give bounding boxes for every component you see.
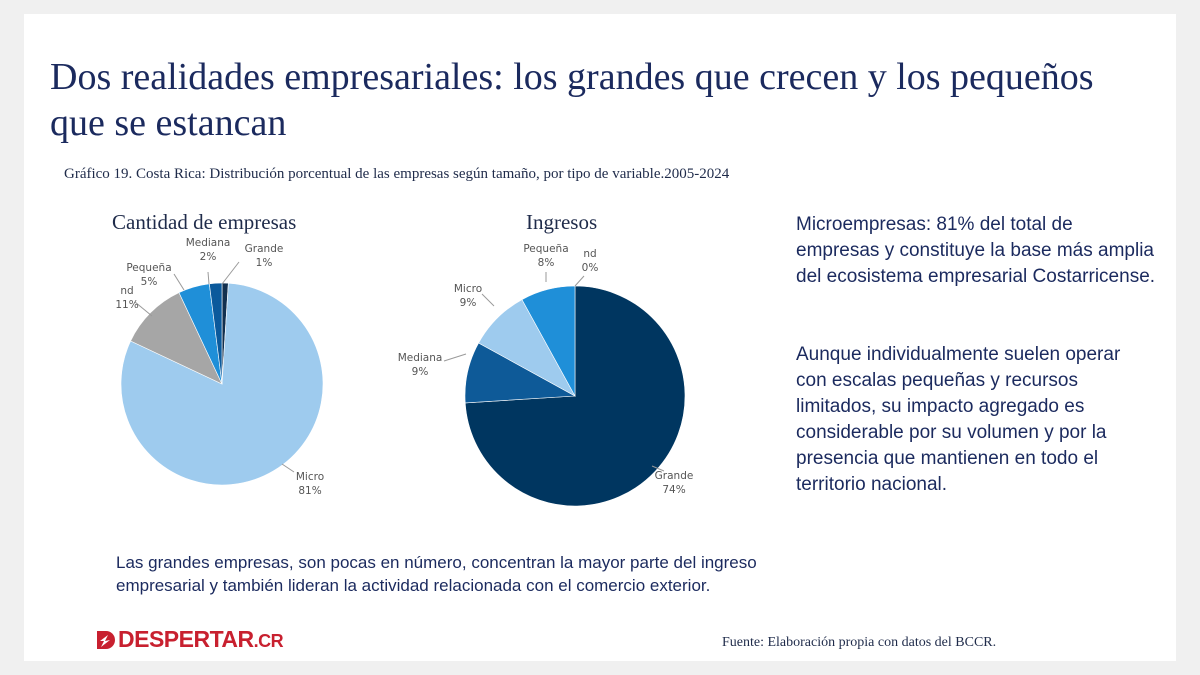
pie-charts: Grande 1% Micro 81% nd 11% Pequeña 5% Mediana 2% n… (115, 237, 694, 507)
pie-ingresos-value-nd: 0% (582, 262, 599, 274)
pie-empresas-label-micro: Micro (296, 471, 324, 483)
pie-empresas-leader-grande (221, 261, 240, 285)
pie-empresas-value-grande: 1% (256, 257, 273, 269)
side-text-impact: Aunque individualmente suelen operar con… (796, 344, 1121, 495)
pie-ingresos-leader-grande (651, 465, 665, 472)
pie-ingresos-value-grande: 74% (662, 484, 685, 496)
pie-ingresos-label-mediana: Mediana (398, 352, 443, 364)
pie-empresas-label-pequeña: Pequeña (126, 262, 171, 274)
logo-text: DESPERTAR.CR (118, 626, 284, 652)
pie-empresas-value-nd: 11% (115, 299, 138, 311)
pie-empresas-slice-nd (130, 292, 223, 385)
pie-ingresos-title: Ingresos (526, 210, 598, 234)
pie-ingresos-label-nd: nd (583, 248, 596, 260)
pie-empresas-label-mediana: Mediana (186, 237, 231, 249)
side-text-micro: Microempresas: 81% del total de empresas… (796, 214, 1156, 287)
pie-empresas-value-micro: 81% (298, 485, 321, 497)
pie-ingresos-value-pequeña: 8% (538, 257, 555, 269)
pie-ingresos-value-micro: 9% (460, 297, 477, 309)
chart-subtitle: Gráfico 19. Costa Rica: Distribución por… (64, 166, 730, 182)
page-title: Dos realidades empresariales: los grande… (50, 56, 1094, 144)
pie-empresas-leader-nd (134, 301, 153, 317)
pie-ingresos-value-mediana: 9% (412, 366, 429, 378)
pie-empresas-label-nd: nd (120, 285, 133, 297)
pie-ingresos-slice-pequeña (521, 285, 576, 397)
pie-empresas-leader-pequeña (173, 273, 185, 291)
pie-empresas-leader-micro (281, 463, 295, 473)
pie-empresas-value-pequeña: 5% (141, 276, 158, 288)
bottom-text-grandes: Las grandes empresas, son pocas en númer… (116, 553, 757, 595)
pie-empresas-value-mediana: 2% (200, 251, 217, 263)
pie-empresas-leader-mediana (207, 271, 210, 285)
pie-ingresos-leader-micro (481, 293, 495, 307)
pie-ingresos-label-pequeña: Pequeña (523, 243, 568, 255)
despertar-logo: DESPERTAR.CR (96, 626, 284, 653)
pie-ingresos-label-micro: Micro (454, 283, 482, 295)
pie-ingresos-label-grande: Grande (655, 470, 694, 482)
despertar-d-logo-icon (97, 630, 115, 649)
source-note: Fuente: Elaboración propia con datos del… (722, 635, 997, 650)
slide: Dos realidades empresariales: los grande… (24, 14, 1176, 661)
pie-ingresos-leader-nd (574, 275, 585, 287)
pie-empresas-label-grande: Grande (245, 243, 284, 255)
pie-empresas-title: Cantidad de empresas (112, 210, 297, 234)
pie-ingresos-leader-mediana (443, 353, 467, 362)
